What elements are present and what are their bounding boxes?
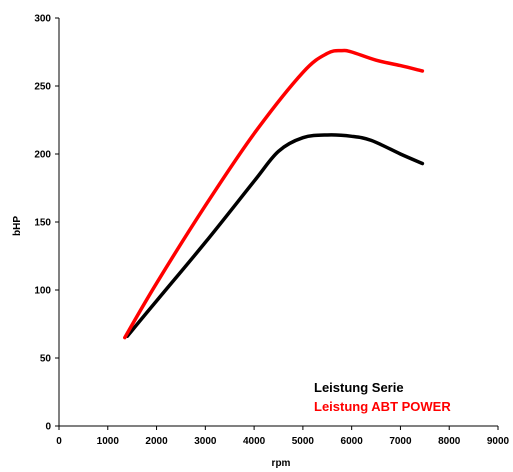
x-tick-label: 5000 [292, 436, 315, 447]
y-tick-label: 0 [45, 422, 51, 433]
x-tick-label: 7000 [389, 436, 412, 447]
y-tick-label: 150 [34, 218, 51, 229]
series-line-0 [125, 133, 425, 338]
legend-entry-serie: Leistung Serie [314, 380, 404, 395]
x-tick-label: 2000 [145, 436, 168, 447]
y-tick-label: 250 [34, 82, 51, 93]
legend: Leistung Serie Leistung ABT POWER [314, 380, 451, 414]
x-tick-label: 3000 [194, 436, 217, 447]
x-tick-label: 0 [56, 436, 62, 447]
x-tick-label: 1000 [97, 436, 120, 447]
axes [58, 18, 498, 427]
x-tick-label: 8000 [438, 436, 461, 447]
legend-entry-abt-power: Leistung ABT POWER [314, 399, 451, 414]
ticks: 0 1000 2000 3000 4000 5000 6000 7000 8000 9000 0 50… [34, 14, 509, 448]
x-tick-label: 9000 [487, 436, 510, 447]
x-tick-label: 4000 [243, 436, 266, 447]
x-axis-title: rpm [272, 458, 291, 469]
y-tick-label: 200 [34, 150, 51, 161]
x-tick-label: 6000 [341, 436, 364, 447]
y-axis-title: bHP [12, 216, 23, 236]
series-line-1 [123, 48, 425, 340]
y-tick-label: 100 [34, 286, 51, 297]
y-tick-label: 50 [40, 354, 52, 365]
series-group [123, 48, 425, 340]
y-tick-label: 300 [34, 14, 51, 25]
